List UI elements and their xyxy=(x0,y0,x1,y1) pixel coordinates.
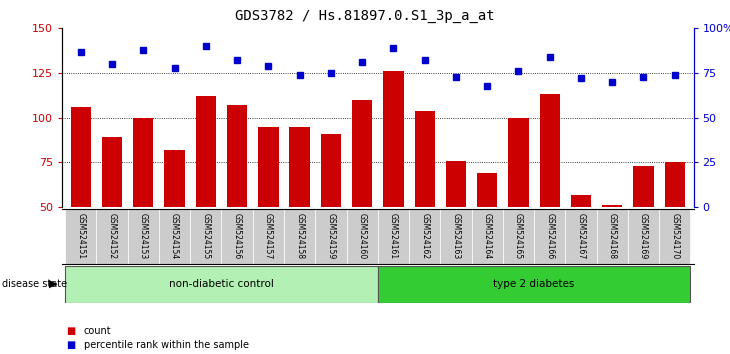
Bar xyxy=(320,134,341,296)
Text: ■: ■ xyxy=(66,326,75,336)
Text: GSM524162: GSM524162 xyxy=(420,213,429,259)
Text: type 2 diabetes: type 2 diabetes xyxy=(493,279,575,289)
Bar xyxy=(191,209,221,264)
Bar xyxy=(159,209,191,264)
Bar xyxy=(128,209,159,264)
Bar xyxy=(659,209,691,264)
Bar xyxy=(315,209,347,264)
Bar xyxy=(196,96,216,296)
Bar xyxy=(596,209,628,264)
Bar xyxy=(378,266,691,303)
Text: GSM524165: GSM524165 xyxy=(514,213,523,259)
Bar xyxy=(164,150,185,296)
Bar xyxy=(503,209,534,264)
Text: GSM524154: GSM524154 xyxy=(170,213,179,259)
Bar xyxy=(258,127,279,296)
Text: GSM524164: GSM524164 xyxy=(483,213,492,259)
Text: count: count xyxy=(84,326,112,336)
Text: percentile rank within the sample: percentile rank within the sample xyxy=(84,340,249,350)
Bar xyxy=(347,209,378,264)
Bar xyxy=(378,209,409,264)
Text: GSM524170: GSM524170 xyxy=(670,213,679,259)
Bar xyxy=(352,100,372,296)
Text: GSM524153: GSM524153 xyxy=(139,213,148,259)
Bar xyxy=(284,209,315,264)
Bar xyxy=(508,118,529,296)
Text: GSM524161: GSM524161 xyxy=(389,213,398,259)
Text: GSM524155: GSM524155 xyxy=(201,213,210,259)
Text: ▶: ▶ xyxy=(49,279,58,289)
Bar xyxy=(383,71,404,296)
Text: GSM524160: GSM524160 xyxy=(358,213,366,259)
Bar xyxy=(534,209,565,264)
Bar xyxy=(415,110,435,296)
Text: GSM524166: GSM524166 xyxy=(545,213,554,259)
Bar xyxy=(634,166,653,296)
Bar xyxy=(446,161,466,296)
Text: GSM524151: GSM524151 xyxy=(77,213,85,259)
Bar xyxy=(440,209,472,264)
Bar xyxy=(65,209,96,264)
Bar xyxy=(571,195,591,296)
Text: GSM524156: GSM524156 xyxy=(233,213,242,259)
Bar xyxy=(253,209,284,264)
Bar xyxy=(71,107,91,296)
Text: GSM524163: GSM524163 xyxy=(451,213,461,259)
Bar xyxy=(221,209,253,264)
Text: GDS3782 / Hs.81897.0.S1_3p_a_at: GDS3782 / Hs.81897.0.S1_3p_a_at xyxy=(235,9,495,23)
Text: GSM524158: GSM524158 xyxy=(295,213,304,259)
Text: non-diabetic control: non-diabetic control xyxy=(169,279,274,289)
Text: GSM524152: GSM524152 xyxy=(107,213,117,259)
Text: GSM524168: GSM524168 xyxy=(607,213,617,259)
Bar xyxy=(133,118,153,296)
Text: ■: ■ xyxy=(66,340,75,350)
Bar xyxy=(628,209,659,264)
Bar xyxy=(227,105,247,296)
Bar xyxy=(477,173,497,296)
Text: GSM524169: GSM524169 xyxy=(639,213,648,259)
Bar xyxy=(602,205,623,296)
Bar xyxy=(565,209,596,264)
Text: GSM524167: GSM524167 xyxy=(577,213,585,259)
Bar xyxy=(539,95,560,296)
Bar xyxy=(65,266,378,303)
Bar xyxy=(96,209,128,264)
Text: GSM524157: GSM524157 xyxy=(264,213,273,259)
Bar xyxy=(664,162,685,296)
Bar xyxy=(409,209,440,264)
Text: GSM524159: GSM524159 xyxy=(326,213,335,259)
Bar xyxy=(102,137,122,296)
Text: disease state: disease state xyxy=(2,279,67,289)
Bar xyxy=(290,127,310,296)
Bar xyxy=(472,209,503,264)
